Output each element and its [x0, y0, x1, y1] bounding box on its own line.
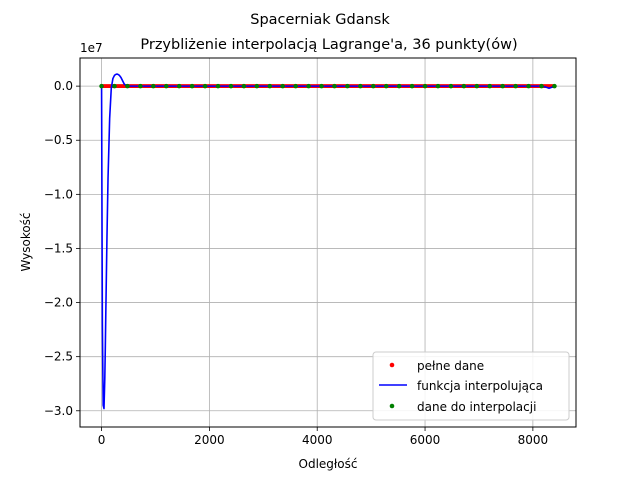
interpolation-point: [138, 83, 143, 89]
interpolation-point: [539, 83, 544, 89]
interpolation-point: [409, 83, 415, 89]
y-tick-label: −0.5: [44, 133, 73, 147]
y-axis-label: Wysokość: [19, 212, 33, 271]
interpolation-point: [319, 83, 324, 89]
chart-title: Spacerniak Gdansk: [250, 12, 390, 28]
y-tick-label: 0.0: [54, 79, 73, 93]
interpolation-point: [396, 83, 402, 89]
y-tick-label: −2.5: [44, 350, 73, 364]
legend-marker-interpolation-points: [389, 403, 395, 409]
interpolation-point: [241, 83, 247, 89]
interpolation-point: [99, 83, 104, 89]
interpolation-point: [358, 83, 363, 89]
interpolation-point: [254, 83, 260, 89]
interpolation-point: [513, 83, 518, 89]
y-tick-label: −3.0: [44, 404, 73, 418]
legend-label-interpolating-function: funkcja interpolująca: [417, 379, 543, 393]
y-tick-label: −1.5: [44, 241, 73, 255]
interpolation-point: [202, 83, 208, 89]
interpolation-point: [176, 83, 182, 89]
y-offset-label: 1e7: [80, 41, 103, 55]
interpolation-point: [474, 83, 480, 89]
interpolation-point: [383, 83, 389, 89]
plot-frame: [79, 57, 577, 428]
x-axis-label: Odległość: [299, 457, 358, 471]
legend-box: [372, 351, 570, 421]
y-tick-label: −2.0: [44, 296, 73, 310]
interpolation-point: [125, 83, 130, 89]
x-axis: 0 2000 4000 6000 8000: [98, 427, 548, 447]
y-axis: 0.0 −0.5 −1.0 −1.5 −2.0 −2.5 −3.0: [44, 79, 80, 418]
interpolation-point: [293, 83, 298, 89]
interpolation-point: [448, 83, 454, 89]
series-interpolation-points: [99, 83, 557, 89]
interpolation-point: [267, 83, 273, 89]
interpolation-point: [189, 83, 195, 89]
interpolation-point: [487, 83, 493, 89]
interpolation-point: [435, 83, 441, 89]
interpolating-function-line: [100, 73, 555, 410]
legend-label-full-data: pełne dane: [417, 359, 484, 373]
x-tick-label: 8000: [518, 433, 549, 447]
interpolation-point: [345, 83, 350, 89]
interpolation-point: [332, 83, 337, 89]
legend: pełne dane funkcja interpolująca dane do…: [372, 351, 570, 421]
series-interpolating-function: [100, 73, 555, 410]
legend-label-interpolation-points: dane do interpolacji: [417, 400, 536, 414]
x-tick-label: 0: [98, 433, 106, 447]
y-tick-label: −1.0: [44, 187, 73, 201]
interpolation-point: [526, 83, 531, 89]
interpolation-point: [552, 83, 557, 89]
interpolation-point: [228, 83, 234, 89]
interpolation-point: [112, 83, 117, 89]
legend-marker-full-data: [389, 362, 395, 368]
interpolation-point: [500, 83, 505, 89]
x-tick-label: 4000: [302, 433, 333, 447]
x-tick-label: 6000: [410, 433, 441, 447]
interpolation-point: [215, 83, 221, 89]
interpolation-point: [280, 83, 286, 89]
x-tick-label: 2000: [194, 433, 225, 447]
interpolation-point: [461, 83, 467, 89]
interpolation-point: [422, 83, 428, 89]
interpolation-point: [151, 83, 156, 89]
interpolation-point: [370, 83, 376, 89]
interpolation-point: [163, 83, 169, 89]
interpolation-point: [306, 83, 311, 89]
chart-subtitle: Przybliżenie interpolacją Lagrange'a, 36…: [140, 37, 517, 53]
